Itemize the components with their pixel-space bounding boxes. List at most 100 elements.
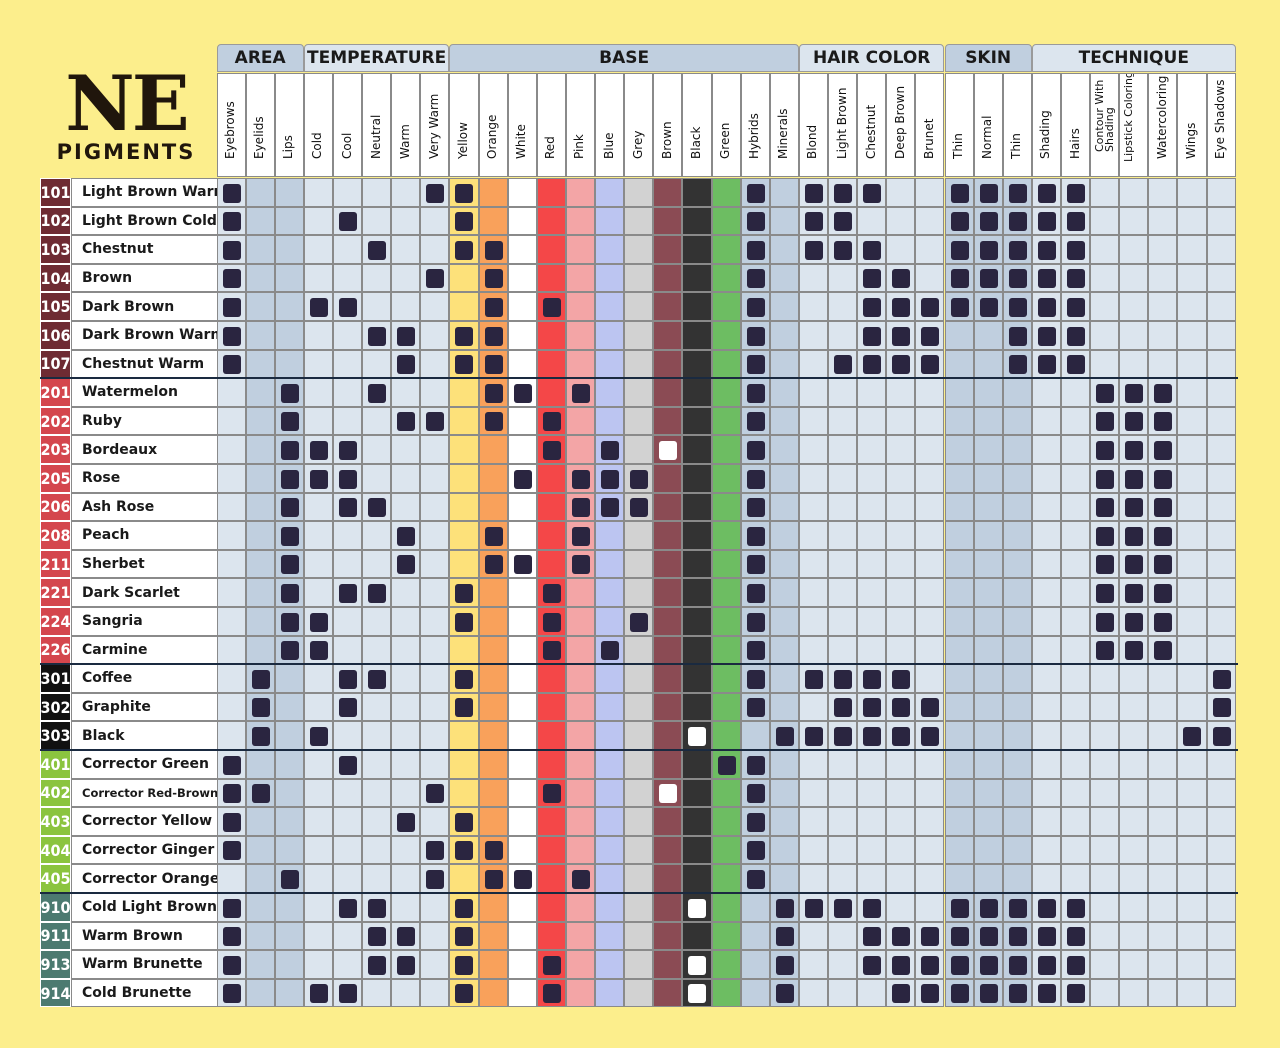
check-mark <box>834 183 853 203</box>
column-header-eyelids: Eyelids <box>245 73 275 177</box>
matrix-cell <box>565 921 596 951</box>
matrix-cell <box>245 635 275 665</box>
check-mark <box>950 240 969 260</box>
matrix-cell <box>740 893 770 922</box>
matrix-cell <box>216 235 246 264</box>
matrix-cell <box>769 692 799 722</box>
column-header-thin: Thin <box>944 73 974 177</box>
matrix-cell <box>624 950 654 979</box>
column-label: Brown <box>659 121 674 159</box>
check-mark <box>280 641 299 661</box>
matrix-cell <box>1090 492 1120 522</box>
matrix-cell <box>740 521 770 550</box>
check-mark <box>804 669 823 689</box>
matrix-cell <box>1206 521 1236 550</box>
matrix-cell <box>362 721 392 750</box>
matrix-cell <box>973 893 1003 922</box>
matrix-cell <box>915 778 945 808</box>
matrix-cell <box>216 206 246 236</box>
matrix-cell <box>1119 235 1149 264</box>
check-mark <box>455 355 474 375</box>
matrix-cell <box>973 349 1003 379</box>
matrix-cell <box>507 349 537 379</box>
matrix-cell <box>1002 178 1032 207</box>
matrix-cell <box>449 893 479 922</box>
matrix-cell <box>711 835 741 865</box>
column-header-shading: Shading <box>1031 73 1061 177</box>
matrix-cell <box>973 807 1003 836</box>
matrix-cell <box>595 263 625 293</box>
matrix-cell <box>857 950 887 979</box>
check-mark <box>1212 669 1231 689</box>
matrix-cell <box>886 492 916 522</box>
matrix-cell <box>245 950 275 979</box>
matrix-cell <box>798 607 828 636</box>
check-mark <box>397 355 416 375</box>
matrix-cell <box>391 807 421 836</box>
check-mark <box>338 498 357 518</box>
matrix-cell <box>711 578 741 607</box>
matrix-cell <box>944 921 974 951</box>
check-mark <box>338 984 357 1004</box>
matrix-cell <box>1031 778 1061 808</box>
matrix-cell <box>303 521 333 550</box>
matrix-cell <box>915 807 945 836</box>
matrix-cell <box>420 549 450 579</box>
matrix-cell <box>828 807 858 836</box>
matrix-cell <box>828 921 858 951</box>
matrix-cell <box>1002 206 1032 236</box>
matrix-cell <box>828 664 858 693</box>
matrix-cell <box>391 607 421 636</box>
matrix-cell <box>624 807 654 836</box>
matrix-cell <box>857 835 887 865</box>
matrix-cell <box>1002 378 1032 407</box>
matrix-cell <box>565 950 596 979</box>
check-mark <box>601 498 620 518</box>
matrix-cell <box>857 521 887 550</box>
matrix-cell <box>1119 635 1149 665</box>
pigment-number: 202 <box>40 406 71 436</box>
matrix-cell <box>303 721 333 750</box>
check-mark <box>280 412 299 432</box>
matrix-cell <box>798 292 828 321</box>
matrix-cell <box>478 378 508 407</box>
check-mark <box>455 612 474 632</box>
matrix-cell <box>1177 921 1207 951</box>
matrix-cell <box>303 263 333 293</box>
column-label: Chestnut <box>863 104 878 159</box>
column-header-black: Black <box>682 73 712 177</box>
matrix-cell <box>420 578 450 607</box>
check-mark <box>571 555 590 575</box>
matrix-cell <box>1206 864 1236 893</box>
matrix-cell <box>886 950 916 979</box>
matrix-cell <box>624 492 654 522</box>
matrix-cell <box>798 750 828 779</box>
column-header-light-brown: Light Brown <box>828 73 858 177</box>
matrix-cell <box>653 750 683 779</box>
matrix-cell <box>1031 893 1061 922</box>
check-mark <box>746 412 765 432</box>
matrix-cell <box>332 321 363 350</box>
matrix-cell <box>565 321 596 350</box>
matrix-cell <box>886 464 916 493</box>
matrix-cell <box>216 635 246 665</box>
matrix-cell <box>1060 692 1091 722</box>
matrix-cell <box>391 921 421 951</box>
check-mark <box>338 469 357 489</box>
matrix-cell <box>798 435 828 464</box>
check-mark <box>746 669 765 689</box>
pigment-number: 911 <box>40 921 71 951</box>
matrix-cell <box>740 178 770 207</box>
check-mark <box>222 784 241 804</box>
matrix-cell <box>828 835 858 865</box>
matrix-cell <box>1060 635 1091 665</box>
check-mark <box>1037 212 1056 232</box>
check-mark <box>338 898 357 918</box>
matrix-cell <box>1119 721 1149 750</box>
matrix-cell <box>332 263 363 293</box>
check-mark <box>309 641 328 661</box>
matrix-cell <box>362 807 392 836</box>
matrix-cell <box>857 978 887 1008</box>
check-mark <box>455 698 474 718</box>
check-mark <box>1125 412 1144 432</box>
